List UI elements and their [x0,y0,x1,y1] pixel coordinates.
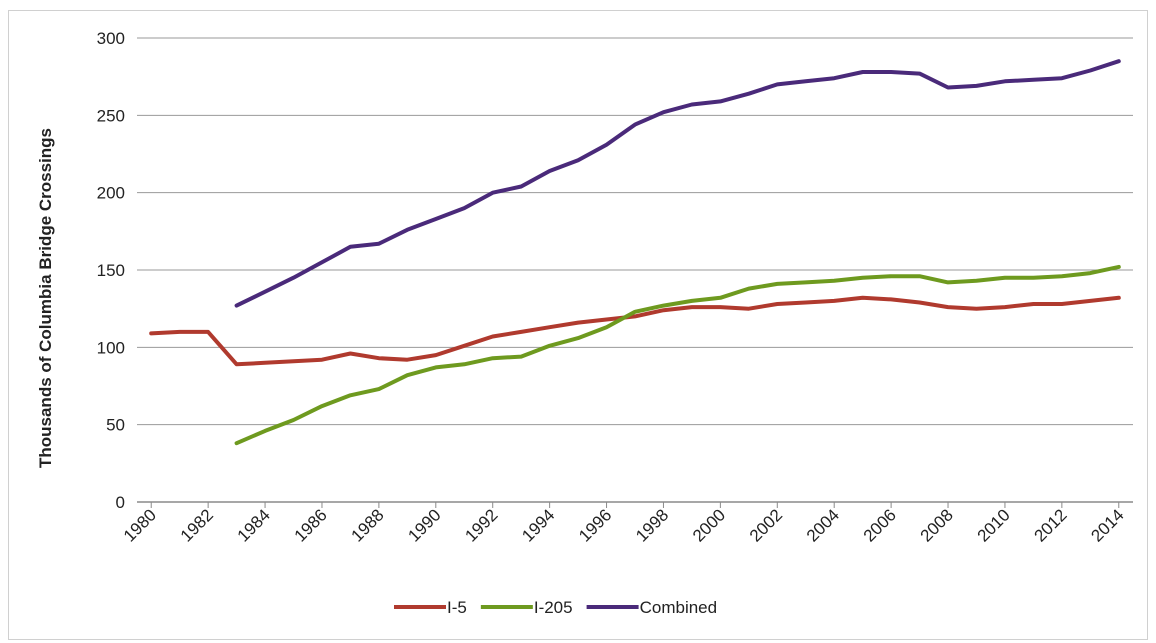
y-tick-label: 50 [106,416,125,435]
x-tick-label: 2000 [689,505,729,545]
legend-label: Combined [640,598,718,617]
x-tick-label: 1980 [120,505,160,545]
series-line-i-5 [149,295,1121,367]
y-tick-label: 200 [97,184,125,203]
x-tick-label: 1992 [461,505,501,545]
x-tick-label: 2012 [1031,505,1071,545]
chart-frame: 0 50 100 150 200 250 300 1980 1982 1984 1986 1988 19… [8,10,1148,640]
y-tick-label: 0 [116,493,125,512]
legend-label: I-5 [447,598,467,617]
x-tick-label: 2006 [860,505,900,545]
y-tick-label: 150 [97,261,125,280]
legend-label: I-205 [534,598,573,617]
x-tick-label: 1998 [632,505,672,545]
y-tick-label: 250 [97,106,125,125]
x-tick-label: 1988 [348,505,388,545]
x-tick-label: 2014 [1087,505,1127,545]
x-tick-label: 2002 [746,505,786,545]
y-axis-title: Thousands of Columbia Bridge Crossings [36,128,55,468]
x-tick-label: 2010 [974,505,1014,545]
y-tick-label: 100 [97,338,125,357]
x-tick-label: 1984 [234,505,274,545]
x-tick-label: 1990 [404,505,444,545]
y-tick-label: 300 [97,29,125,48]
x-tick-label: 1994 [518,505,558,545]
x-tick-label: 1986 [291,505,331,545]
x-tick-label: 1982 [177,505,217,545]
x-tick-label: 1996 [575,505,615,545]
line-chart: 0 50 100 150 200 250 300 1980 1982 1984 1986 1988 19… [36,29,1133,617]
x-tick-label: 2008 [917,505,957,545]
x-tick-label: 2004 [803,505,843,545]
series-line-i-205 [234,264,1121,446]
series-line-combined [234,59,1121,308]
